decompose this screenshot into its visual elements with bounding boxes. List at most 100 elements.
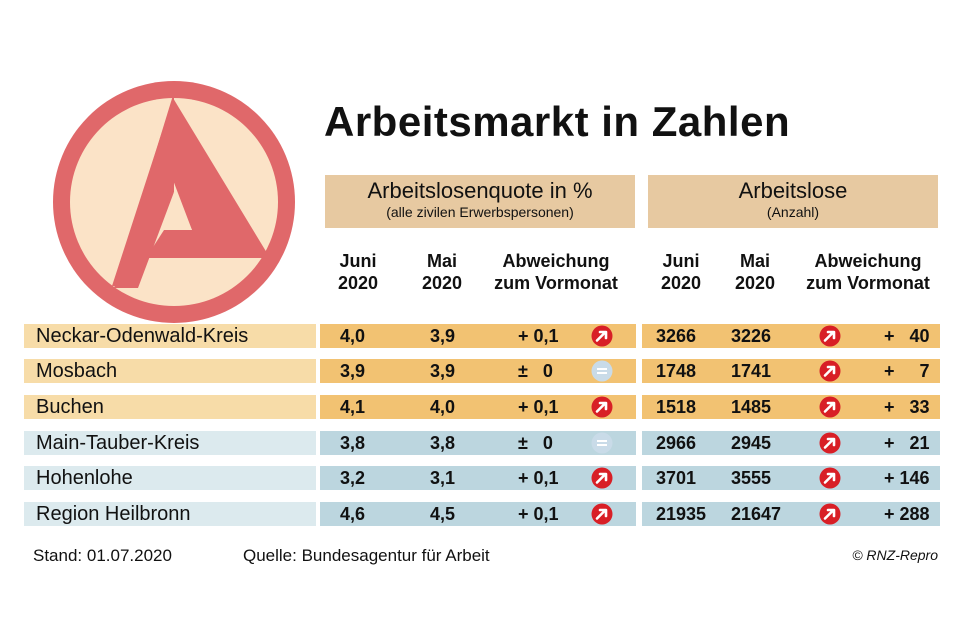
arbeitslose-group-title: Arbeitslose <box>738 178 848 203</box>
row-band-arbeitslose <box>642 359 940 383</box>
al-mai-value: 21647 <box>731 504 782 524</box>
row-band-name <box>24 502 316 526</box>
arrow-up-icon <box>819 360 841 382</box>
col-quote-mai: Mai 2020 <box>412 250 472 294</box>
col-al-abweichung-line1: Abweichung <box>814 251 922 271</box>
row-band-quote <box>320 395 636 419</box>
row-band-arbeitslose <box>642 324 940 348</box>
col-al-juni: Juni 2020 <box>651 250 711 294</box>
row-band-name <box>24 359 316 383</box>
quote-group-subtitle: (alle zivilen Erwerbspersonen) <box>386 204 574 220</box>
table-row: Region Heilbronn 4,6 4,5 + 0,1 21935 21647 + 2… <box>24 502 940 526</box>
quote-mai-value: 3,8 <box>430 433 456 453</box>
col-al-juni-line1: Juni <box>662 251 700 271</box>
col-quote-juni-line2: 2020 <box>337 273 379 293</box>
quote-juni-value: 3,2 <box>340 468 366 488</box>
region-name: Neckar-Odenwald-Kreis <box>36 325 249 347</box>
col-quote-juni-line1: Juni <box>339 251 377 271</box>
col-al-juni-line2: 2020 <box>660 273 702 293</box>
row-band-arbeitslose <box>642 466 940 490</box>
col-al-mai-line1: Mai <box>739 251 770 271</box>
quote-mai-value: 3,9 <box>430 361 456 381</box>
credit: © RNZ-Repro <box>852 547 938 563</box>
row-band-quote <box>320 324 636 348</box>
quote-juni-value: 3,9 <box>340 361 366 381</box>
al-mai-value: 1741 <box>731 361 772 381</box>
col-al-mai-line2: 2020 <box>734 273 776 293</box>
arrow-up-icon <box>591 503 613 525</box>
row-band-arbeitslose <box>642 502 940 526</box>
col-quote-mai-line2: 2020 <box>421 273 463 293</box>
quote-diff-value: + 0,1 <box>518 326 559 346</box>
region-name: Mosbach <box>36 360 118 382</box>
table-row: Neckar-Odenwald-Kreis 4,0 3,9 + 0,1 3266 3226… <box>24 324 940 348</box>
row-band-name <box>24 395 316 419</box>
row-band-quote <box>320 502 636 526</box>
quote-group-header: Arbeitslosenquote in % (alle zivilen Erw… <box>325 175 635 228</box>
region-name: Main-Tauber-Kreis <box>36 432 200 454</box>
col-quote-abweichung: Abweichung zum Vormonat <box>484 250 628 294</box>
quote-diff-value: ± 0 <box>518 361 553 381</box>
col-quote-mai-line1: Mai <box>426 251 457 271</box>
row-band-quote <box>320 359 636 383</box>
al-mai-value: 1485 <box>731 397 772 417</box>
region-name: Region Heilbronn <box>36 503 191 525</box>
al-diff-value: + 146 <box>884 468 930 488</box>
credit-label: RNZ-Repro <box>866 547 938 563</box>
row-band-arbeitslose <box>642 395 940 419</box>
row-band-name <box>24 431 316 455</box>
row-band-name <box>24 466 316 490</box>
arrow-up-icon <box>591 396 613 418</box>
al-juni-value: 1518 <box>656 397 697 417</box>
quote-group-title: Arbeitslosenquote in % <box>367 178 593 203</box>
region-name: Buchen <box>36 396 104 418</box>
quote-juni-value: 4,6 <box>340 504 366 524</box>
al-juni-value: 3266 <box>656 326 697 346</box>
row-band-quote <box>320 431 636 455</box>
al-juni-value: 2966 <box>656 433 697 453</box>
arrow-up-icon <box>819 432 841 454</box>
copyright-icon: © <box>852 547 863 563</box>
table-row: Mosbach 3,9 3,9 ± 0 1748 1741 + 7 <box>24 359 940 383</box>
arrow-up-icon <box>819 467 841 489</box>
quote-juni-value: 4,1 <box>340 397 366 417</box>
arrow-up-icon <box>591 325 613 347</box>
col-quote-abweichung-line2: zum Vormonat <box>494 273 618 293</box>
al-mai-value: 2945 <box>731 433 772 453</box>
table-row: Main-Tauber-Kreis 3,8 3,8 ± 0 2966 2945 + 21 <box>24 431 940 455</box>
row-band-quote <box>320 466 636 490</box>
arrow-up-icon <box>819 325 841 347</box>
arrow-up-icon <box>591 467 613 489</box>
arbeitslose-group-subtitle: (Anzahl) <box>766 204 820 220</box>
quote-diff-value: + 0,1 <box>518 504 559 524</box>
al-diff-value: + 40 <box>884 326 930 346</box>
quote-mai-value: 4,5 <box>430 504 456 524</box>
al-juni-value: 1748 <box>656 361 697 381</box>
col-al-abweichung-line2: zum Vormonat <box>806 273 930 293</box>
arbeitslose-group-header: Arbeitslose (Anzahl) <box>648 175 938 228</box>
equal-icon <box>591 360 613 382</box>
row-band-name <box>24 324 316 348</box>
stand-date: Stand: 01.07.2020 <box>33 546 172 565</box>
region-name: Hohenlohe <box>36 467 133 489</box>
al-mai-value: 3555 <box>731 468 772 488</box>
col-quote-juni: Juni 2020 <box>328 250 388 294</box>
source-label: Quelle: Bundesagentur für Arbeit <box>243 546 490 565</box>
table-row: Buchen 4,1 4,0 + 0,1 1518 1485 + 33 <box>24 395 940 419</box>
quote-diff-value: ± 0 <box>518 433 553 453</box>
quote-diff-value: + 0,1 <box>518 468 559 488</box>
al-diff-value: + 33 <box>884 397 930 417</box>
arrow-up-icon <box>819 503 841 525</box>
quote-diff-value: + 0,1 <box>518 397 559 417</box>
quote-mai-value: 3,9 <box>430 326 456 346</box>
quote-mai-value: 4,0 <box>430 397 456 417</box>
col-al-mai: Mai 2020 <box>725 250 785 294</box>
arrow-up-icon <box>819 396 841 418</box>
quote-juni-value: 4,0 <box>340 326 366 346</box>
col-quote-abweichung-line1: Abweichung <box>502 251 610 271</box>
al-diff-value: + 288 <box>884 504 930 524</box>
row-band-arbeitslose <box>642 431 940 455</box>
al-juni-value: 21935 <box>656 504 707 524</box>
page-title: Arbeitsmarkt in Zahlen <box>324 98 791 145</box>
al-juni-value: 3701 <box>656 468 697 488</box>
